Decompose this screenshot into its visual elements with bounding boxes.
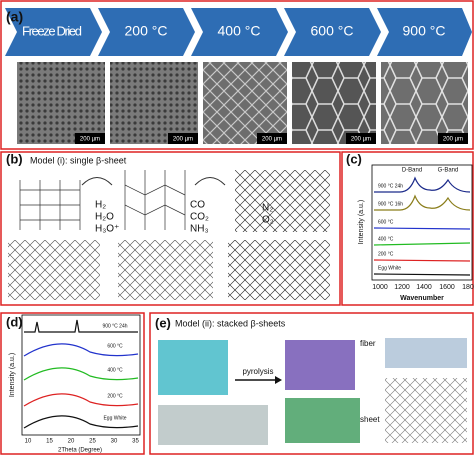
gas-label: NH₃ — [190, 224, 209, 235]
x-axis-label: Wavenumber — [400, 295, 444, 302]
peak-label: G-Band — [438, 168, 459, 174]
curve-label: 400 °C — [378, 236, 394, 242]
scale-bar-label: 200 µm — [262, 137, 282, 143]
panel-border — [341, 151, 474, 306]
model-title: Model (i): single β-sheet — [30, 155, 127, 165]
micrographs — [17, 62, 468, 144]
peak-label: D-Band — [402, 168, 422, 174]
curve-label: 200 °C — [378, 251, 394, 257]
panel-border — [149, 312, 474, 455]
panel-border — [0, 151, 341, 306]
x-tick-label: 180 — [462, 284, 474, 291]
curve-label: 400 °C — [107, 367, 123, 373]
scale-bar-label: 200 µm — [351, 137, 371, 143]
gas-label: O₂ — [262, 215, 274, 226]
curve-label: Egg White — [378, 265, 401, 271]
x-tick-label: 20 — [68, 439, 75, 445]
process-arrows — [5, 8, 472, 56]
plot-frame — [371, 164, 473, 281]
panel-label: (c) — [346, 151, 362, 166]
plot-frame — [21, 314, 141, 436]
spectrum-curve — [373, 227, 471, 230]
panel-border — [0, 0, 474, 150]
scale-bar-box — [346, 133, 376, 144]
xrd-curve — [23, 415, 139, 429]
curve-label: 600 °C — [378, 219, 394, 225]
step-label: Freeze Dried — [22, 23, 82, 38]
step-label: 400 °C — [218, 23, 261, 39]
curve-label: 900 °C 24h — [378, 183, 403, 189]
x-tick-label: 25 — [89, 439, 96, 445]
scale-bar-label: 200 µm — [173, 137, 193, 143]
model-renderings — [158, 338, 467, 445]
arrow-label: pyrolysis — [242, 367, 273, 376]
scale-bar-box — [438, 133, 468, 144]
gas-label: CO — [190, 200, 205, 211]
scale-bar-box — [168, 133, 198, 144]
gas-label: CO₂ — [190, 212, 209, 223]
spectrum-curve — [373, 242, 471, 246]
gas-label: H₂ — [95, 200, 106, 211]
structure-label: fiber — [360, 339, 376, 348]
step-label: 200 °C — [125, 23, 168, 39]
panel-label: (d) — [6, 314, 23, 329]
curve-label: 900 °C 16h — [378, 201, 403, 207]
panel-label: (a) — [6, 9, 23, 25]
gas-label: N₂ — [262, 203, 273, 214]
xrd-curve — [23, 367, 139, 381]
scale-bar-label: 200 µm — [443, 137, 463, 143]
step-label: 600 °C — [311, 23, 354, 39]
spectrum-curve — [374, 176, 471, 193]
molecule-sketches — [8, 170, 330, 300]
spectrum-curve — [373, 259, 471, 262]
x-tick-label: 10 — [25, 439, 32, 445]
x-tick-label: 1600 — [439, 284, 455, 291]
scale-bar-box — [75, 133, 105, 144]
spectrum-curve — [373, 273, 471, 276]
scale-bar-label: 200 µm — [80, 137, 100, 143]
model-title: Model (ii): stacked β-sheets — [175, 318, 286, 328]
step-label: 900 °C — [403, 23, 446, 39]
curve-label: 200 °C — [107, 393, 123, 399]
curve-label: 900 °C 24h — [102, 323, 127, 329]
gas-label: H₂O — [95, 212, 114, 223]
scale-bar-box — [257, 133, 287, 144]
x-tick-label: 1400 — [416, 284, 432, 291]
panel-border — [0, 312, 145, 455]
x-tick-label: 1200 — [394, 284, 410, 291]
xrd-curve — [24, 319, 138, 333]
panel-label: (b) — [6, 151, 23, 166]
curve-label: 600 °C — [107, 343, 123, 349]
gas-label: H₃O⁺ — [95, 224, 119, 235]
spectrum-curve — [374, 194, 471, 211]
y-axis-label: Intensity (a.u.) — [9, 353, 16, 397]
y-axis-label: Intensity (a.u.) — [358, 200, 365, 244]
curve-label: Egg White — [103, 415, 126, 421]
x-tick-label: 30 — [111, 439, 118, 445]
x-tick-label: 15 — [46, 439, 53, 445]
xrd-curve — [23, 393, 139, 407]
panel-label: (e) — [155, 315, 171, 330]
structure-label: sheet — [360, 415, 380, 424]
x-tick-label: 1000 — [372, 284, 388, 291]
xrd-curve — [23, 343, 139, 357]
x-axis-label: 2Theta (Degree) — [58, 448, 102, 454]
x-tick-label: 35 — [132, 439, 139, 445]
